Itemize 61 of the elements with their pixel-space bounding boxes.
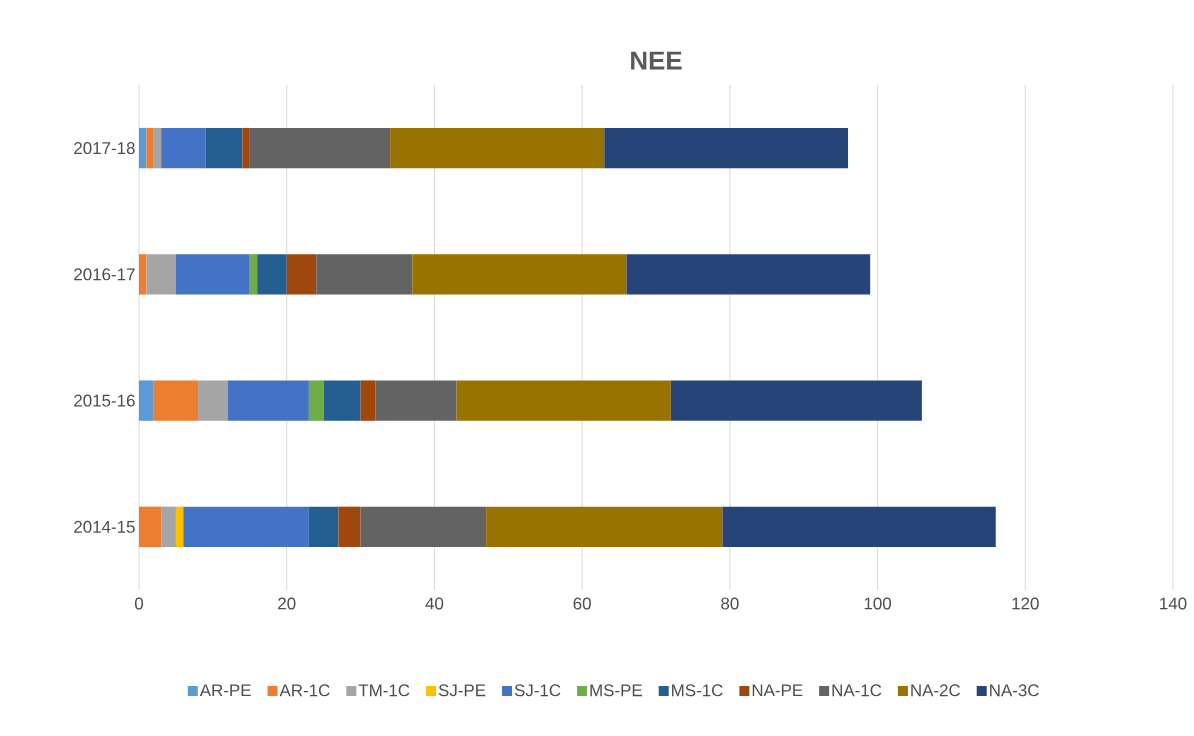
legend-label: NA-2C xyxy=(911,684,961,697)
legend-label: NA-1C xyxy=(832,684,882,697)
bar xyxy=(249,254,258,295)
bar xyxy=(175,506,184,548)
bar xyxy=(338,506,361,548)
bar xyxy=(257,254,287,295)
bar xyxy=(360,380,376,421)
legend-label: SJ-PE xyxy=(438,684,486,697)
chart-title: NEE xyxy=(631,51,682,70)
bar xyxy=(412,254,627,295)
bar xyxy=(360,506,487,548)
bar xyxy=(323,380,361,421)
bar xyxy=(153,127,162,169)
legend-label: NA-3C xyxy=(990,684,1039,697)
bar xyxy=(139,127,147,169)
x-tick-label: 0 xyxy=(134,597,144,610)
bar xyxy=(486,506,723,548)
bar xyxy=(308,506,339,548)
x-tick-label: 60 xyxy=(573,597,591,610)
bar xyxy=(286,254,317,295)
legend-label: SJ-1C xyxy=(514,684,561,697)
bar xyxy=(242,127,250,169)
bar xyxy=(175,254,250,295)
bar xyxy=(375,380,457,421)
bar xyxy=(390,127,605,169)
legend-label: NA-PE xyxy=(752,684,803,697)
y-tick-label: 2014-15 xyxy=(74,520,135,533)
y-tick-label: 2017-18 xyxy=(74,142,135,155)
bar xyxy=(626,254,871,295)
bar xyxy=(227,380,309,421)
legend-label: AR-1C xyxy=(279,684,330,697)
bar xyxy=(139,380,154,421)
bar xyxy=(316,254,413,295)
x-tick-label: 100 xyxy=(864,597,892,610)
x-tick-label: 120 xyxy=(1012,597,1039,610)
bar xyxy=(722,506,996,548)
bar xyxy=(161,506,176,548)
bar xyxy=(670,380,922,421)
x-tick-label: 40 xyxy=(425,597,444,610)
x-tick-label: 20 xyxy=(278,597,296,610)
x-tick-label: 80 xyxy=(721,597,739,610)
bar xyxy=(183,506,309,548)
bar xyxy=(139,506,162,548)
legend-label: MS-PE xyxy=(590,684,642,697)
bar xyxy=(198,380,228,421)
bar xyxy=(249,127,391,169)
bar xyxy=(456,380,671,421)
y-tick-label: 2015-16 xyxy=(74,394,135,407)
legend-label: TM-1C xyxy=(358,684,410,697)
y-tick-label: 2016-17 xyxy=(74,268,135,281)
bar xyxy=(161,127,206,169)
bar xyxy=(146,254,176,295)
legend-label: AR-PE xyxy=(199,684,251,697)
bar xyxy=(139,254,147,295)
bar xyxy=(308,380,324,421)
bar xyxy=(146,127,154,169)
bar xyxy=(205,127,243,169)
x-tick-label: 140 xyxy=(1160,597,1187,610)
bar xyxy=(153,380,199,421)
bar xyxy=(604,127,849,169)
legend-label: MS-1C xyxy=(672,684,723,697)
